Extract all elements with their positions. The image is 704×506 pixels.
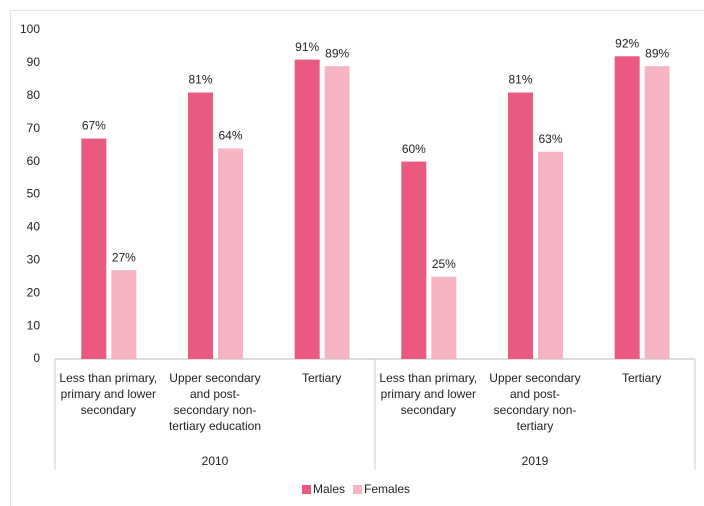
- value-label: 67%: [82, 119, 106, 133]
- value-label: 25%: [432, 257, 456, 271]
- value-label: 89%: [325, 46, 349, 60]
- bar: [111, 270, 137, 359]
- group-label: 2019: [522, 454, 549, 468]
- y-tick-label: 40: [27, 220, 41, 234]
- y-tick-label: 0: [33, 351, 40, 365]
- bar: [614, 56, 640, 359]
- bar: [538, 151, 563, 359]
- y-tick-label: 60: [27, 154, 41, 168]
- x-tick-label: Upper secondary and post-secondary non-t…: [168, 371, 262, 433]
- x-tick-label: Less than primary, primary and lower sec…: [379, 371, 478, 417]
- legend-swatch: [353, 485, 363, 494]
- value-label: 81%: [508, 73, 532, 87]
- bar: [324, 66, 350, 359]
- legend-label: Males: [313, 482, 345, 496]
- x-tick-label: Less than primary, primary and lower sec…: [59, 371, 158, 417]
- group-label: 2010: [202, 454, 229, 468]
- x-tick-label: Upper secondary and post-secondary non-t…: [489, 371, 581, 433]
- y-tick-label: 70: [27, 121, 41, 135]
- y-tick-label: 80: [27, 88, 41, 102]
- bar: [188, 92, 213, 359]
- value-label: 60%: [402, 142, 426, 156]
- value-label: 63%: [538, 132, 562, 146]
- value-label: 92%: [615, 36, 639, 50]
- legend-label: Females: [364, 482, 410, 496]
- value-label: 64%: [218, 129, 242, 143]
- y-tick-label: 90: [27, 55, 41, 69]
- y-tick-label: 50: [27, 187, 41, 201]
- bar: [294, 59, 320, 360]
- x-tick-label: Tertiary: [301, 371, 342, 385]
- bar: [81, 138, 107, 359]
- y-tick-label: 30: [27, 252, 41, 266]
- x-tick-label: Tertiary: [621, 371, 662, 385]
- bar: [218, 148, 243, 359]
- chart-border: [10, 10, 704, 506]
- value-label: 81%: [188, 73, 212, 87]
- bar: [431, 276, 457, 359]
- value-label: 27%: [112, 250, 136, 264]
- y-tick-label: 20: [27, 285, 41, 299]
- value-label: 89%: [645, 46, 669, 60]
- bar: [401, 161, 427, 359]
- bar: [644, 66, 670, 359]
- value-label: 91%: [295, 40, 319, 54]
- y-tick-label: 100: [20, 22, 40, 36]
- legend-swatch: [302, 485, 311, 494]
- y-tick-label: 10: [27, 318, 41, 332]
- bar: [508, 92, 533, 359]
